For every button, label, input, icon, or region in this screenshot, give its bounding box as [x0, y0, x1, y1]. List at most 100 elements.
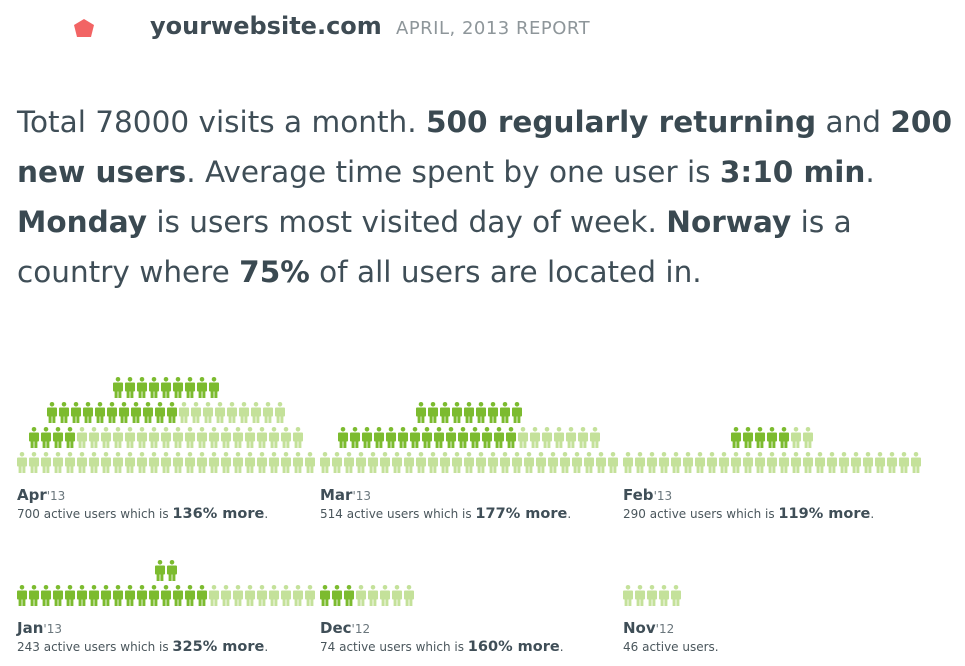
person-icon — [173, 585, 183, 606]
person-icon — [815, 452, 825, 473]
month-name: Dec — [320, 619, 352, 637]
person-icon — [584, 452, 594, 473]
person-icon — [137, 585, 147, 606]
person-icon — [77, 585, 87, 606]
person-icon — [416, 402, 426, 423]
person-icon — [464, 402, 474, 423]
person-icon — [542, 427, 552, 448]
person-icon — [554, 427, 564, 448]
person-icon — [161, 427, 171, 448]
person-icon — [65, 427, 75, 448]
person-icon — [209, 427, 219, 448]
person-icon — [608, 452, 618, 473]
month-year: '13 — [653, 489, 673, 503]
person-icon — [560, 452, 570, 473]
person-icon — [659, 452, 669, 473]
people-pictogram — [17, 560, 315, 606]
month-panel-dec: Dec'12 74 active users which is 160% mor… — [320, 503, 620, 655]
person-icon — [374, 427, 384, 448]
desc-prefix: 74 active users which is — [320, 640, 468, 654]
person-icon — [458, 427, 468, 448]
person-icon — [185, 452, 195, 473]
person-icon — [239, 402, 249, 423]
person-icon — [380, 585, 390, 606]
person-icon — [29, 585, 39, 606]
person-icon — [911, 452, 921, 473]
person-icon — [119, 402, 129, 423]
person-icon — [707, 452, 717, 473]
person-icon — [536, 452, 546, 473]
person-icon — [440, 402, 450, 423]
person-icon — [356, 585, 366, 606]
person-icon — [368, 585, 378, 606]
person-icon — [446, 427, 456, 448]
people-pictogram — [623, 427, 921, 473]
person-icon — [494, 427, 504, 448]
person-icon — [179, 402, 189, 423]
person-icon — [53, 452, 63, 473]
person-icon — [635, 452, 645, 473]
person-icon — [428, 452, 438, 473]
person-icon — [125, 377, 135, 398]
person-icon — [245, 452, 255, 473]
person-icon — [197, 585, 207, 606]
month-name: Apr — [17, 486, 47, 504]
person-icon — [281, 427, 291, 448]
person-icon — [113, 427, 123, 448]
person-icon — [173, 452, 183, 473]
person-icon — [203, 402, 213, 423]
month-name: Nov — [623, 619, 656, 637]
summary-bold-3: 3:10 min — [719, 155, 866, 189]
person-icon — [398, 427, 408, 448]
person-icon — [89, 427, 99, 448]
person-icon — [197, 427, 207, 448]
month-name: Jan — [17, 619, 44, 637]
desc-suffix: . — [559, 640, 564, 654]
person-icon — [185, 377, 195, 398]
person-icon — [476, 452, 486, 473]
person-icon — [263, 402, 273, 423]
person-icon — [149, 585, 159, 606]
person-icon — [827, 452, 837, 473]
person-icon — [482, 427, 492, 448]
summary-text-1: Total 78000 visits a month. — [17, 105, 426, 139]
summary-paragraph: Total 78000 visits a month. 500 regularl… — [17, 97, 957, 297]
month-panel-jan: Jan'13 243 active users which is 325% mo… — [17, 503, 317, 655]
person-icon — [524, 452, 534, 473]
person-icon — [17, 585, 27, 606]
month-label: Jan'13 — [17, 619, 62, 637]
person-icon — [863, 452, 873, 473]
people-pictogram — [623, 585, 681, 606]
person-icon — [404, 585, 414, 606]
person-icon — [131, 402, 141, 423]
person-icon — [101, 427, 111, 448]
person-icon — [320, 452, 330, 473]
person-icon — [275, 402, 285, 423]
person-icon — [167, 560, 177, 581]
person-icon — [791, 427, 801, 448]
person-icon — [512, 452, 522, 473]
site-name[interactable]: yourwebsite.com — [150, 12, 382, 40]
summary-text-3: . Average time spent by one user is — [186, 155, 720, 189]
person-icon — [434, 427, 444, 448]
person-icon — [155, 402, 165, 423]
month-label: Nov'12 — [623, 619, 674, 637]
person-icon — [659, 585, 669, 606]
month-year: '13 — [43, 622, 62, 636]
month-panel-nov: Nov'12 46 active users. — [623, 503, 923, 654]
person-icon — [71, 402, 81, 423]
people-pictogram — [320, 402, 618, 473]
person-icon — [95, 402, 105, 423]
person-icon — [161, 585, 171, 606]
month-year: '13 — [352, 489, 372, 503]
person-icon — [779, 452, 789, 473]
person-icon — [251, 402, 261, 423]
month-year: '12 — [655, 622, 675, 636]
person-icon — [506, 427, 516, 448]
person-icon — [125, 452, 135, 473]
logo-pentagon-icon — [74, 19, 94, 37]
month-description: 514 active users which is 177% more. — [320, 506, 571, 522]
person-icon — [161, 452, 171, 473]
person-icon — [161, 377, 171, 398]
summary-bold-6: 75% — [239, 255, 310, 289]
